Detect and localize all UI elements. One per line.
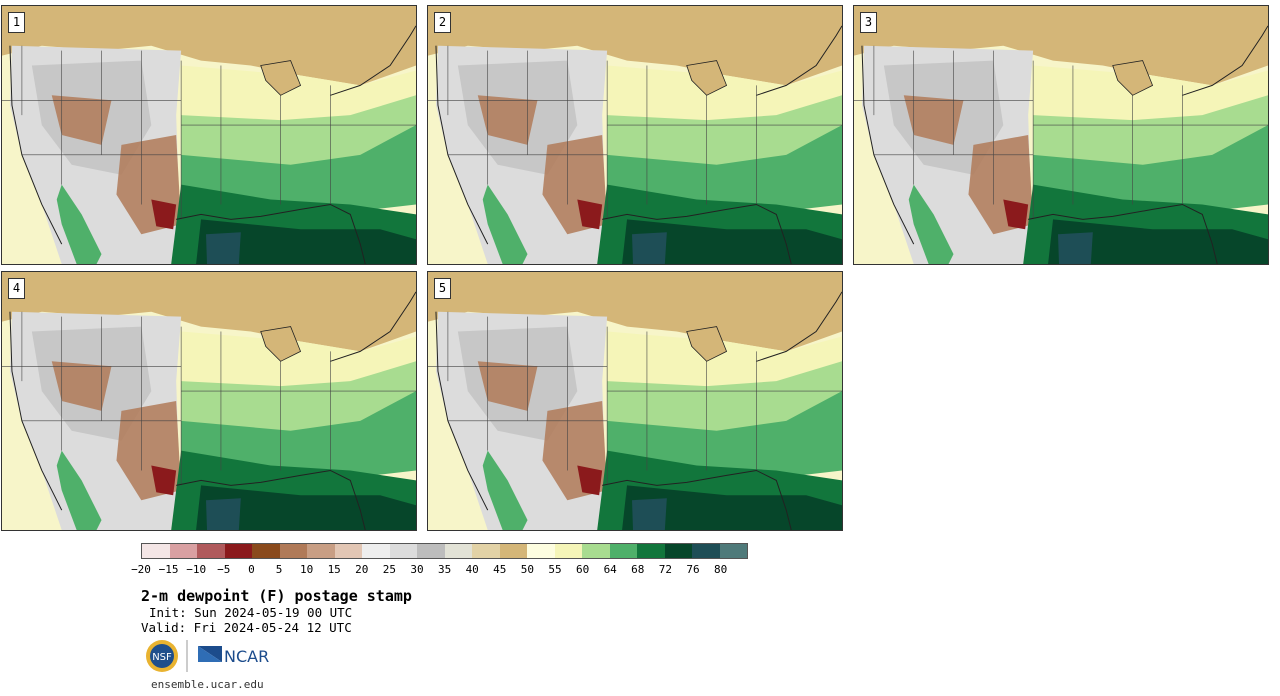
colorbar-tick-label: 64 — [603, 563, 617, 576]
colorbar-swatch — [252, 544, 280, 558]
colorbar-tick-label: 20 — [355, 563, 369, 576]
colorbar-tick-label: 25 — [382, 563, 397, 576]
colorbar-swatch — [554, 544, 583, 558]
colorbar — [141, 543, 749, 559]
nsf-logo: NSF — [146, 640, 178, 672]
colorbar-tick-label: 5 — [275, 563, 283, 576]
panel-number: 1 — [8, 12, 25, 33]
map-panel-1: 1 — [1, 5, 417, 265]
colorbar-tick-label: 0 — [248, 563, 255, 576]
colorbar-swatch — [224, 544, 253, 558]
dewpoint-map — [428, 272, 842, 530]
colorbar-swatch — [142, 544, 170, 558]
colorbar-tick-label: 45 — [493, 563, 507, 576]
colorbar-tick-label: 80 — [713, 563, 728, 576]
colorbar-tick-label: 72 — [658, 563, 673, 576]
colorbar-swatch — [472, 544, 500, 558]
colorbar-tick-label: 15 — [327, 563, 341, 576]
svg-text:NSF: NSF — [152, 652, 172, 663]
panel-number: 5 — [434, 278, 451, 299]
dewpoint-map — [854, 6, 1268, 264]
map-panel-5: 5 — [427, 271, 843, 531]
colorbar-swatch — [444, 544, 473, 558]
colorbar-tick-label: 68 — [631, 563, 645, 576]
colorbar-swatch — [169, 544, 198, 558]
chart-title: 2-m dewpoint (F) postage stamp — [141, 587, 412, 605]
colorbar-swatch — [527, 544, 555, 558]
colorbar-swatch — [664, 544, 693, 558]
colorbar-swatch — [719, 544, 748, 558]
colorbar-swatch — [692, 544, 720, 558]
map-panel-2: 2 — [427, 5, 843, 265]
colorbar-swatch — [499, 544, 528, 558]
site-url: ensemble.ucar.edu — [151, 678, 264, 691]
colorbar-tick-label: 30 — [410, 563, 424, 576]
map-panel-3: 3 — [853, 5, 1269, 265]
colorbar-swatch — [389, 544, 418, 558]
colorbar-tick-label: −10 — [186, 563, 207, 576]
colorbar-swatch — [334, 544, 363, 558]
panel-number: 2 — [434, 12, 451, 33]
colorbar-tick-label: −20 — [131, 563, 151, 576]
init-time: Init: Sun 2024-05-19 00 UTC — [149, 605, 353, 620]
colorbar-tick-label: 55 — [548, 563, 562, 576]
colorbar-swatch — [609, 544, 638, 558]
colorbar-swatch — [307, 544, 335, 558]
panel-number: 4 — [8, 278, 25, 299]
colorbar-tick-label: −5 — [217, 563, 231, 576]
logos: NSF NCAR — [144, 638, 284, 674]
colorbar-tick-label: 60 — [575, 563, 590, 576]
colorbar-tick-label: 35 — [437, 563, 452, 576]
dewpoint-map — [2, 6, 416, 264]
colorbar-tick-label: 76 — [686, 563, 700, 576]
colorbar-swatch — [362, 544, 390, 558]
colorbar-ticks: −20 −15 −10 −5 0 5 10 15 20 25 30 35 40 45 50 55 60 64 68 7… — [131, 563, 755, 577]
dewpoint-map — [428, 6, 842, 264]
ncar-logo: NCAR — [198, 646, 269, 666]
panel-number: 3 — [860, 12, 877, 33]
dewpoint-map — [2, 272, 416, 530]
colorbar-swatch — [279, 544, 308, 558]
colorbar-swatch — [197, 544, 225, 558]
colorbar-tick-label: −15 — [158, 563, 179, 576]
valid-time: Valid: Fri 2024-05-24 12 UTC — [141, 620, 352, 635]
colorbar-tick-label: 50 — [520, 563, 535, 576]
colorbar-swatch — [637, 544, 665, 558]
colorbar-swatch — [417, 544, 445, 558]
colorbar-swatch — [582, 544, 610, 558]
colorbar-tick-label: 40 — [465, 563, 479, 576]
colorbar-tick-label: 10 — [299, 563, 314, 576]
svg-text:NCAR: NCAR — [224, 647, 269, 666]
map-panel-4: 4 — [1, 271, 417, 531]
